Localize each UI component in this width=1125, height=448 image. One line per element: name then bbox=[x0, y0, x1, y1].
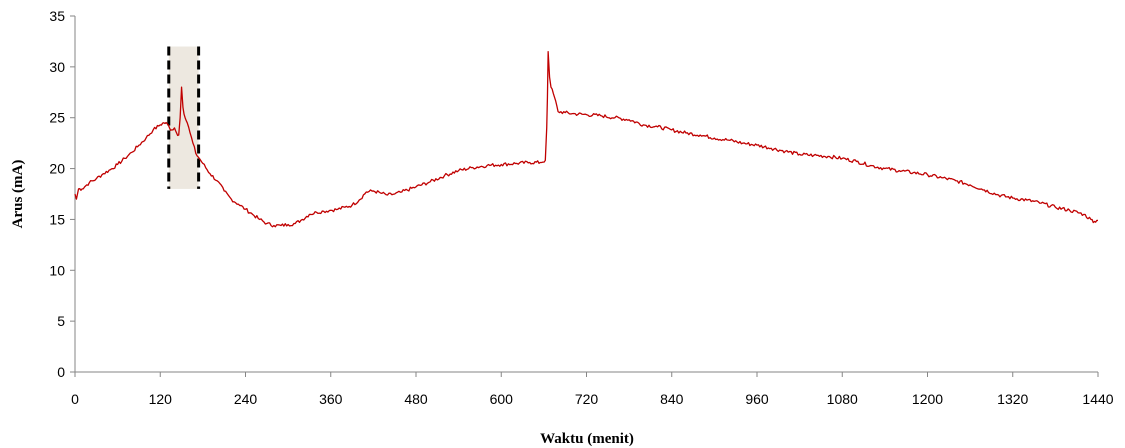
x-tick-label: 480 bbox=[404, 391, 428, 407]
y-tick-label: 25 bbox=[49, 110, 65, 126]
y-tick-label: 35 bbox=[49, 8, 65, 24]
y-tick-label: 30 bbox=[49, 59, 65, 75]
y-tick-label: 15 bbox=[49, 211, 65, 227]
highlight-box bbox=[168, 46, 199, 189]
x-tick-label: 0 bbox=[71, 391, 79, 407]
y-tick-label: 5 bbox=[57, 313, 65, 329]
x-tick-label: 600 bbox=[490, 391, 514, 407]
x-tick-label: 1080 bbox=[827, 391, 858, 407]
x-tick-label: 1320 bbox=[997, 391, 1028, 407]
y-tick-label: 20 bbox=[49, 161, 65, 177]
axes bbox=[70, 15, 1099, 377]
x-tick-label: 120 bbox=[149, 391, 173, 407]
y-tick-label: 0 bbox=[57, 364, 65, 380]
series-layer bbox=[74, 50, 1099, 228]
tick-labels: 0 5 10 15 20 25 30 35 0 120 240 360 480 600 720 840 960 1… bbox=[49, 8, 1113, 407]
x-tick-label: 960 bbox=[745, 391, 769, 407]
highlight-region-layer bbox=[167, 46, 201, 189]
x-tick-label: 720 bbox=[575, 391, 599, 407]
y-tick-label: 10 bbox=[49, 262, 65, 278]
x-tick-label: 360 bbox=[319, 391, 343, 407]
x-tick-label: 840 bbox=[660, 391, 684, 407]
x-tick-label: 1200 bbox=[912, 391, 943, 407]
y-axis-title: Arus (mA) bbox=[10, 160, 26, 229]
x-tick-label: 240 bbox=[234, 391, 258, 407]
series-line bbox=[74, 50, 1099, 228]
x-tick-label: 1440 bbox=[1082, 391, 1113, 407]
x-axis-title: Waktu (menit) bbox=[540, 431, 634, 447]
